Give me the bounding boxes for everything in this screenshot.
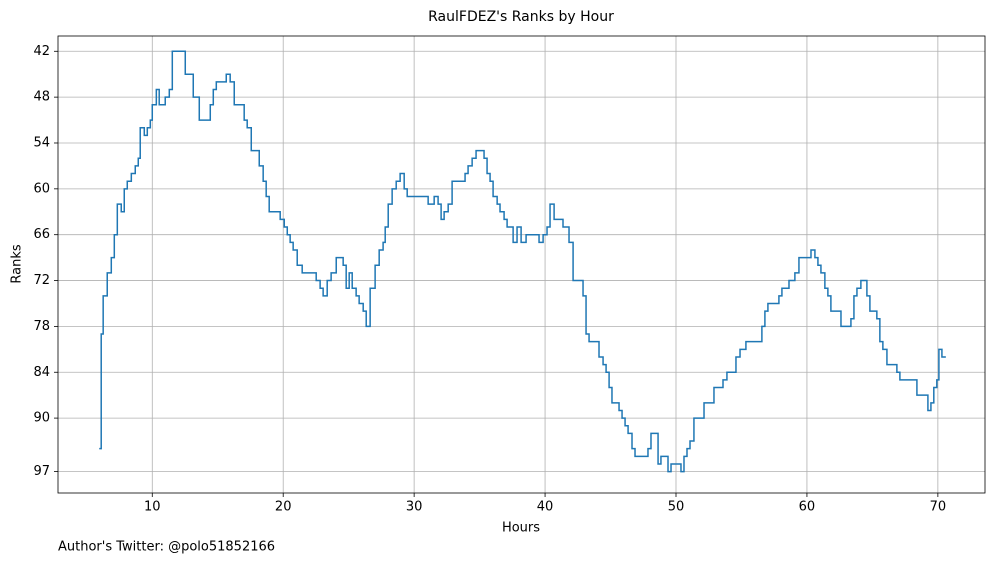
footnote: Author's Twitter: @polo51852166 <box>58 540 275 555</box>
x-tick-label: 40 <box>537 500 554 515</box>
x-tick-label: 30 <box>406 500 423 515</box>
y-tick-label: 84 <box>33 365 50 380</box>
y-tick-label: 48 <box>33 90 50 105</box>
x-tick-label: 60 <box>799 500 816 515</box>
y-tick-label: 78 <box>33 319 50 334</box>
y-axis-label: Ranks <box>10 244 25 283</box>
x-tick-label: 50 <box>668 500 685 515</box>
plot-frame <box>57 35 986 494</box>
x-tick-label: 20 <box>275 500 292 515</box>
y-tick-label: 66 <box>33 227 50 242</box>
y-tick-label: 72 <box>33 273 50 288</box>
y-tick-label: 54 <box>33 135 50 150</box>
x-tick-label: 70 <box>930 500 947 515</box>
rank-line <box>99 50 946 473</box>
y-tick-label: 90 <box>33 411 50 426</box>
x-axis-label: Hours <box>502 521 540 536</box>
chart-title: RaulFDEZ's Ranks by Hour <box>428 9 614 25</box>
y-tick-label: 60 <box>33 181 50 196</box>
y-tick-label: 42 <box>33 44 50 59</box>
x-tick-label: 10 <box>144 500 161 515</box>
y-tick-label: 97 <box>33 464 50 479</box>
